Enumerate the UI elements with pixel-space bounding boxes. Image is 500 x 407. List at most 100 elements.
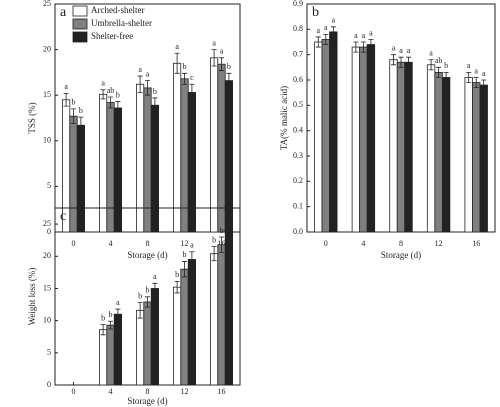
y-axis-label: TA(% malic acid) (279, 86, 289, 150)
bar (99, 93, 108, 233)
significance-letter: a (64, 82, 68, 91)
significance-letter: a (354, 31, 358, 40)
error-bar (100, 89, 106, 100)
bar (351, 46, 361, 233)
y-tick-label: 15 (43, 90, 51, 99)
error-bar (189, 83, 195, 102)
bar (143, 87, 152, 233)
significance-letter: a (324, 23, 328, 32)
error-bar (108, 320, 113, 330)
significance-letter: ab (107, 86, 115, 95)
x-tick-label: 12 (181, 239, 189, 248)
error-bar (330, 26, 336, 38)
significance-letter: b (175, 270, 179, 279)
bar (69, 115, 78, 233)
bar (106, 102, 115, 233)
error-bar (115, 308, 121, 320)
significance-letter: a (138, 65, 142, 74)
significance-letter: a (467, 61, 471, 70)
bar (464, 77, 473, 233)
error-bar (219, 236, 224, 253)
significance-letter: b (220, 226, 224, 235)
y-tick-label: 0.0 (293, 227, 303, 236)
panel-label: b (312, 5, 319, 20)
bar (224, 80, 233, 233)
significance-letter: a (153, 272, 157, 281)
error-bar (436, 66, 442, 78)
y-tick-label: 0.9 (293, 0, 303, 8)
error-bar (137, 302, 143, 319)
bar (366, 44, 376, 233)
legend-label: Umbrella-shelter (91, 18, 152, 28)
error-bar (466, 72, 472, 83)
error-bar (145, 296, 150, 308)
bar (187, 92, 196, 233)
error-bar (473, 77, 479, 88)
significance-letter: b (153, 87, 157, 96)
y-tick-label: 0.2 (293, 176, 303, 185)
y-tick-label: 0.7 (293, 49, 303, 58)
y-tick-label: 0.3 (293, 151, 303, 160)
error-bar (182, 261, 187, 278)
y-tick-label: 0.5 (293, 100, 303, 109)
significance-letter: b (227, 62, 231, 71)
significance-letter: a (369, 28, 373, 37)
error-bar (481, 79, 487, 91)
panel-label: c (60, 209, 66, 224)
x-tick-label: 16 (218, 387, 226, 396)
significance-letter: a (190, 241, 194, 250)
significance-letter: a (146, 69, 150, 78)
y-tick-label: 5 (47, 181, 51, 190)
bar (209, 57, 219, 233)
significance-letter: b (183, 62, 187, 71)
bar (217, 244, 226, 386)
error-bar (353, 41, 359, 53)
error-bar (398, 56, 404, 68)
bar (426, 64, 436, 233)
error-bar (189, 251, 195, 268)
bar (180, 78, 189, 233)
x-axis-label: Storage (d) (127, 396, 167, 406)
error-bar (63, 92, 69, 107)
bar (329, 31, 338, 233)
x-tick-label: 4 (361, 239, 365, 248)
y-axis-label: TSS (%) (27, 102, 37, 133)
significance-letter: a (362, 31, 366, 40)
significance-letter: a (399, 46, 403, 55)
bar (113, 107, 122, 233)
significance-letter: b (116, 90, 120, 99)
bar (359, 46, 368, 233)
error-bar (315, 36, 321, 48)
x-tick-label: 8 (399, 239, 403, 248)
significance-letter: a (220, 47, 224, 56)
significance-letter: b (183, 250, 187, 259)
bar (404, 61, 413, 233)
x-tick-label: 0 (72, 387, 76, 396)
x-axis-label: Storage (d) (381, 250, 421, 260)
y-tick-label: 5 (47, 348, 51, 357)
y-tick-label: 0.1 (293, 201, 303, 210)
legend-label: Shelter-free (91, 31, 133, 41)
panel-label: a (60, 5, 67, 20)
significance-letter: a (429, 49, 433, 58)
significance-letter: b (138, 291, 142, 300)
bar (224, 229, 233, 386)
bar (172, 62, 182, 233)
bar (321, 39, 330, 233)
y-tick-label: 15 (43, 283, 51, 292)
bar (209, 253, 219, 386)
error-bar (226, 72, 232, 89)
bar (187, 259, 196, 386)
significance-letter: c (190, 73, 194, 82)
legend-label: Arched-shelter (91, 5, 144, 15)
y-tick-label: 25 (43, 0, 51, 8)
significance-letter: b (72, 98, 76, 107)
error-bar (211, 246, 217, 262)
y-tick-label: 0 (47, 227, 51, 236)
error-bar (137, 75, 143, 93)
y-tick-label: 0.8 (293, 24, 303, 33)
x-tick-label: 0 (324, 239, 328, 248)
legend-swatch (72, 18, 88, 30)
x-axis-label: Storage (d) (127, 250, 167, 260)
error-bar (443, 72, 449, 83)
